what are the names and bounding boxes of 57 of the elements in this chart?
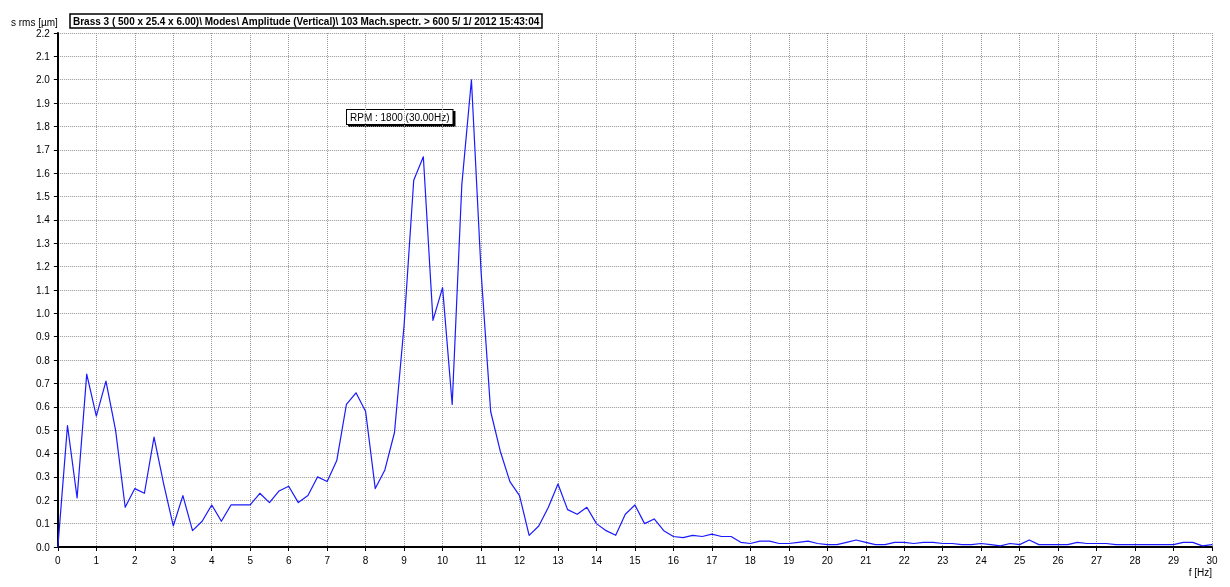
y-tick-label: 2.1 bbox=[35, 50, 51, 62]
x-tick-label: 20 bbox=[821, 554, 834, 566]
x-tick-label: 21 bbox=[860, 554, 872, 566]
x-tick-label: 22 bbox=[898, 554, 911, 566]
x-tick-label: 19 bbox=[783, 554, 795, 566]
x-tick-label: 2 bbox=[132, 554, 139, 566]
x-tick-label: 24 bbox=[975, 554, 988, 566]
x-tick-label: 23 bbox=[937, 554, 949, 566]
x-tick-label: 10 bbox=[437, 554, 449, 566]
y-tick-label: 1.9 bbox=[35, 97, 51, 109]
y-tick-label: 1.7 bbox=[35, 144, 51, 156]
chart-title: Brass 3 ( 500 x 25.4 x 6.00)\ Modes\ Amplitude (Vertical)\ 103 Mach.spectr. > 600 5/ 1/ 2012 15:43:04 bbox=[73, 15, 540, 27]
x-tick-label: 15 bbox=[629, 554, 641, 566]
x-tick-label: 28 bbox=[1129, 554, 1142, 566]
x-tick-label: 29 bbox=[1167, 554, 1180, 566]
y-tick-label: 0.5 bbox=[35, 424, 51, 436]
y-tick-label: 1.1 bbox=[35, 284, 51, 296]
y-tick-label: 0.4 bbox=[35, 448, 51, 460]
x-tick-label: 16 bbox=[667, 554, 680, 566]
y-tick-label: 0.0 bbox=[35, 541, 51, 553]
x-tick-label: 30 bbox=[1206, 554, 1218, 566]
x-tick-label: 6 bbox=[285, 554, 292, 566]
x-tick-label: 14 bbox=[590, 554, 603, 566]
x-tick-label: 4 bbox=[208, 554, 215, 566]
x-tick-label: 13 bbox=[552, 554, 564, 566]
y-tick-label: 2.0 bbox=[35, 74, 51, 86]
y-axis-title: s rms [µm] bbox=[10, 16, 59, 28]
y-tick-label: 2.2 bbox=[35, 27, 51, 39]
x-tick-label: 5 bbox=[247, 554, 254, 566]
x-tick-label: 26 bbox=[1052, 554, 1065, 566]
x-axis-title: f [Hz] bbox=[1188, 566, 1213, 578]
y-tick-label: 1.6 bbox=[35, 167, 51, 179]
x-tick-label: 8 bbox=[362, 554, 369, 566]
y-tick-label: 1.4 bbox=[35, 214, 51, 226]
y-tick-label: 0.7 bbox=[35, 377, 51, 389]
y-tick-label: 0.6 bbox=[35, 401, 51, 413]
y-tick-label: 1.8 bbox=[35, 120, 51, 132]
y-tick-label: 1.3 bbox=[35, 237, 51, 249]
x-tick-label: 27 bbox=[1091, 554, 1103, 566]
y-tick-label: 0.1 bbox=[35, 518, 51, 530]
x-tick-label: 7 bbox=[324, 554, 331, 566]
x-tick-label: 3 bbox=[170, 554, 177, 566]
x-tick-label: 12 bbox=[513, 554, 526, 566]
x-tick-label: 25 bbox=[1014, 554, 1026, 566]
x-tick-label: 17 bbox=[706, 554, 718, 566]
y-tick-label: 1.2 bbox=[35, 261, 51, 273]
x-tick-label: 11 bbox=[475, 554, 487, 566]
x-tick-label: 9 bbox=[401, 554, 408, 566]
y-tick-label: 1.0 bbox=[35, 307, 51, 319]
y-tick-label: 0.3 bbox=[35, 471, 51, 483]
y-tick-label: 0.9 bbox=[35, 331, 51, 343]
y-tick-label: 0.2 bbox=[35, 494, 51, 506]
x-tick-label: 1 bbox=[93, 554, 100, 566]
y-tick-label: 0.8 bbox=[35, 354, 51, 366]
y-tick-label: 1.5 bbox=[35, 191, 51, 203]
x-tick-label: 0 bbox=[55, 554, 62, 566]
x-tick-label: 18 bbox=[744, 554, 757, 566]
